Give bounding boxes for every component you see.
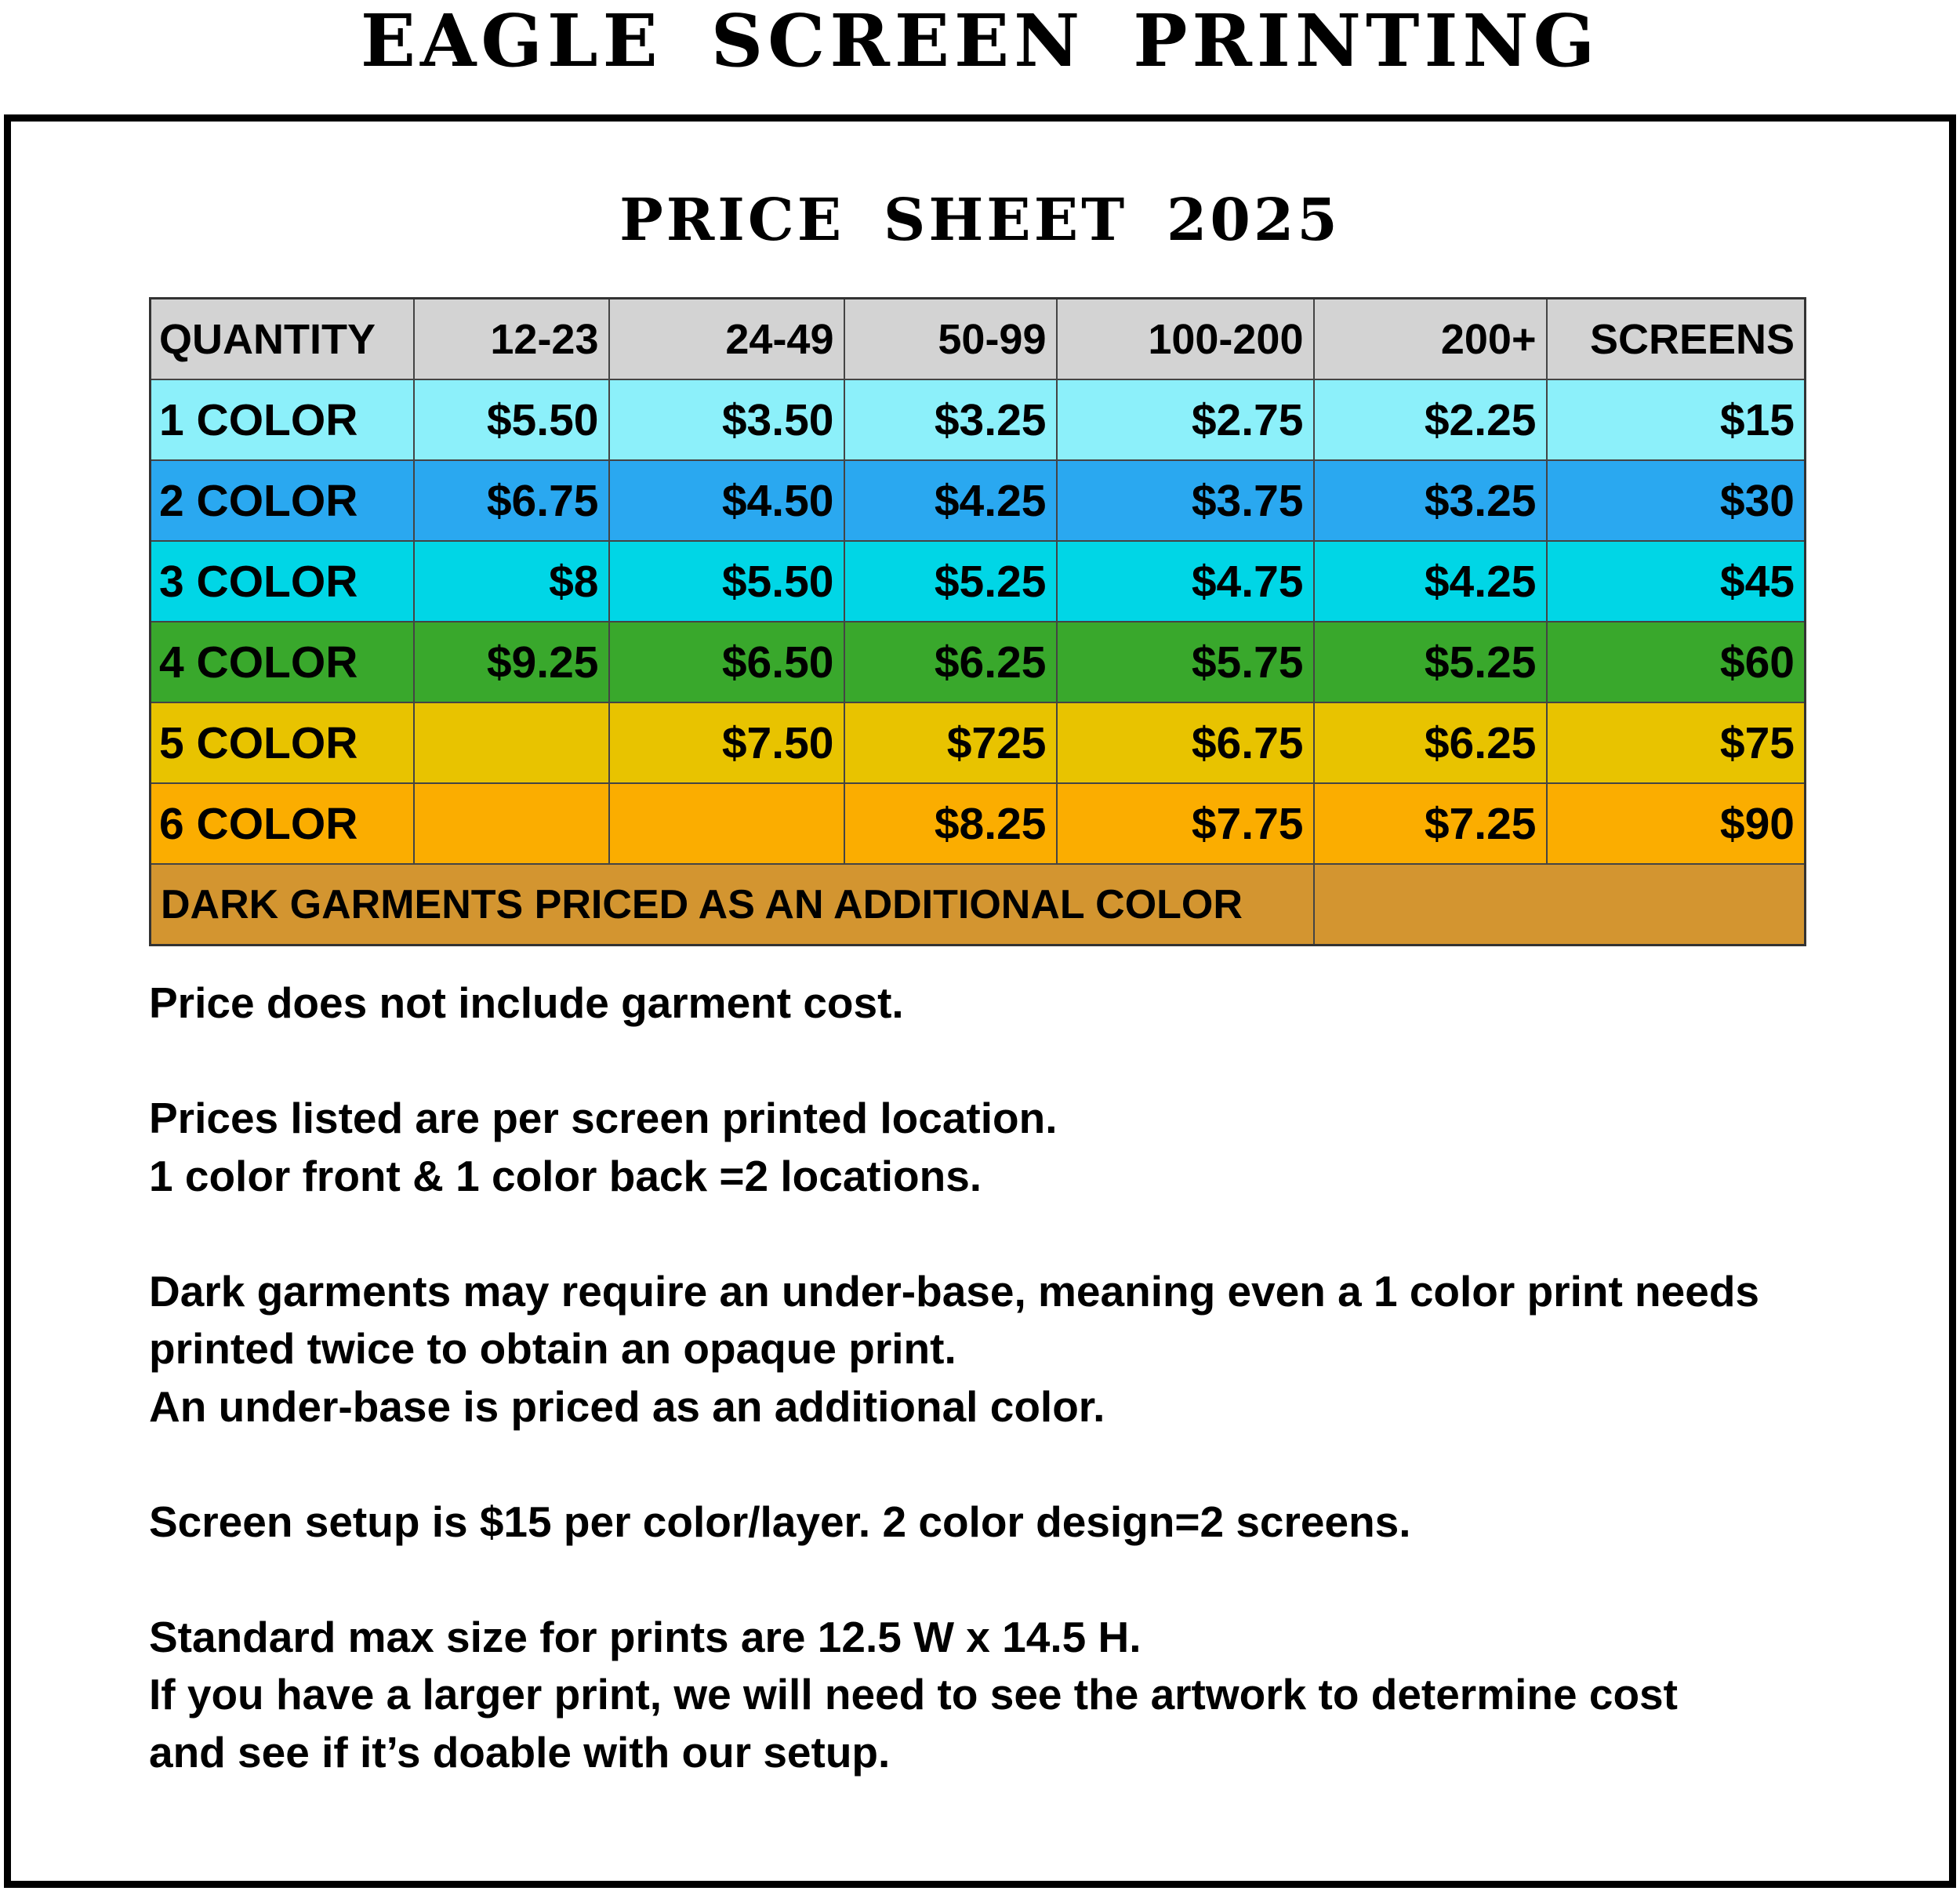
price-cell bbox=[412, 782, 610, 865]
price-cell: $60 bbox=[1545, 621, 1806, 703]
notes: Price does not include garment cost. Pric… bbox=[149, 975, 1944, 1839]
price-cell: $8.25 bbox=[843, 782, 1058, 865]
note-paragraph: Prices listed are per screen printed loc… bbox=[149, 1090, 1944, 1205]
price-cell: $8 bbox=[412, 540, 610, 622]
footer-note: DARK GARMENTS PRICED AS AN ADDITIONAL CO… bbox=[149, 863, 1315, 946]
header-cell: 100-200 bbox=[1055, 297, 1315, 380]
note-paragraph: Standard max size for prints are 12.5 W … bbox=[149, 1609, 1944, 1782]
row-label: 5 COLOR bbox=[149, 702, 415, 784]
price-cell: $45 bbox=[1545, 540, 1806, 622]
frame bbox=[4, 114, 1956, 1888]
price-cell: $2.75 bbox=[1055, 379, 1315, 461]
price-cell: $4.25 bbox=[1312, 540, 1548, 622]
note-line: Dark garments may require an under-base,… bbox=[149, 1266, 1760, 1316]
header-cell: 50-99 bbox=[843, 297, 1058, 380]
subtitle: PRICE SHEET 2025 bbox=[619, 187, 1341, 254]
title: EAGLE SCREEN PRINTING bbox=[360, 0, 1600, 83]
price-cell: $5.50 bbox=[412, 379, 610, 461]
price-cell: $6.25 bbox=[843, 621, 1058, 703]
header-row: QUANTITY 12-23 24-49 50-99 100-200 200+ SCREEN… bbox=[149, 297, 1806, 380]
price-cell: $5.25 bbox=[1312, 621, 1548, 703]
note-paragraph: Screen setup is $15 per color/layer. 2 c… bbox=[149, 1494, 1944, 1552]
header-cell: 12-23 bbox=[412, 297, 610, 380]
price-cell: $6.75 bbox=[1055, 702, 1315, 784]
note-line: An under-base is priced as an additional… bbox=[149, 1381, 1105, 1431]
price-cell: $7.50 bbox=[608, 702, 845, 784]
note-line: Screen setup is $15 per color/layer. 2 c… bbox=[149, 1497, 1411, 1546]
row-label: 2 COLOR bbox=[149, 459, 415, 542]
price-cell: $5.75 bbox=[1055, 621, 1315, 703]
price-row: 2 COLOR $6.75 $4.50 $4.25 $3.75 $3.25 $30 bbox=[149, 459, 1806, 542]
header-cell: QUANTITY bbox=[149, 297, 415, 380]
price-cell: $75 bbox=[1545, 702, 1806, 784]
footer-cell bbox=[1312, 863, 1806, 946]
price-cell: $2.25 bbox=[1312, 379, 1548, 461]
note-line: Standard max size for prints are 12.5 W … bbox=[149, 1612, 1142, 1661]
price-cell: $4.75 bbox=[1055, 540, 1315, 622]
price-cell: $5.25 bbox=[843, 540, 1058, 622]
header-cell: 24-49 bbox=[608, 297, 845, 380]
footer-row: DARK GARMENTS PRICED AS AN ADDITIONAL CO… bbox=[149, 863, 1806, 946]
price-row: 5 COLOR $7.50 $725 $6.75 $6.25 $75 bbox=[149, 702, 1806, 784]
price-cell: $4.25 bbox=[843, 459, 1058, 542]
note-paragraph: Dark garments may require an under-base,… bbox=[149, 1263, 1944, 1436]
note-line: 1 color front & 1 color back =2 location… bbox=[149, 1151, 982, 1200]
price-cell: $3.50 bbox=[608, 379, 845, 461]
price-cell: $7.25 bbox=[1312, 782, 1548, 865]
price-cell: $7.75 bbox=[1055, 782, 1315, 865]
row-label: 6 COLOR bbox=[149, 782, 415, 865]
price-cell: $90 bbox=[1545, 782, 1806, 865]
header-cell: 200+ bbox=[1312, 297, 1548, 380]
row-label: 3 COLOR bbox=[149, 540, 415, 622]
note-line: Prices listed are per screen printed loc… bbox=[149, 1094, 1058, 1142]
note-paragraph: Price does not include garment cost. bbox=[149, 975, 1944, 1033]
price-cell bbox=[608, 782, 845, 865]
price-cell bbox=[412, 702, 610, 784]
price-cell: $4.50 bbox=[608, 459, 845, 542]
row-label: 1 COLOR bbox=[149, 379, 415, 461]
price-row: 4 COLOR $9.25 $6.50 $6.25 $5.75 $5.25 $60 bbox=[149, 621, 1806, 703]
price-cell: $30 bbox=[1545, 459, 1806, 542]
price-cell: $3.25 bbox=[1312, 459, 1548, 542]
price-row: 6 COLOR $8.25 $7.75 $7.25 $90 bbox=[149, 782, 1806, 865]
price-cell: $6.50 bbox=[608, 621, 845, 703]
note-line: Price does not include garment cost. bbox=[149, 978, 904, 1027]
note-line: printed twice to obtain an opaque print. bbox=[149, 1324, 956, 1373]
row-label: 4 COLOR bbox=[149, 621, 415, 703]
price-cell: $3.25 bbox=[843, 379, 1058, 461]
price-cell: $15 bbox=[1545, 379, 1806, 461]
price-cell: $5.50 bbox=[608, 540, 845, 622]
price-cell: $6.75 bbox=[412, 459, 610, 542]
price-row: 1 COLOR $5.50 $3.50 $3.25 $2.75 $2.25 $15 bbox=[149, 379, 1806, 461]
price-table: QUANTITY 12-23 24-49 50-99 100-200 200+ SCREEN… bbox=[149, 297, 1806, 946]
header-cell: SCREENS bbox=[1545, 297, 1806, 380]
price-row: 3 COLOR $8 $5.50 $5.25 $4.75 $4.25 $45 bbox=[149, 540, 1806, 622]
price-cell: $6.25 bbox=[1312, 702, 1548, 784]
price-cell: $3.75 bbox=[1055, 459, 1315, 542]
note-line: and see if it’s doable with our setup. bbox=[149, 1727, 891, 1777]
price-cell: $725 bbox=[843, 702, 1058, 784]
price-cell: $9.25 bbox=[412, 621, 610, 703]
note-line: If you have a larger print, we will need… bbox=[149, 1670, 1678, 1719]
